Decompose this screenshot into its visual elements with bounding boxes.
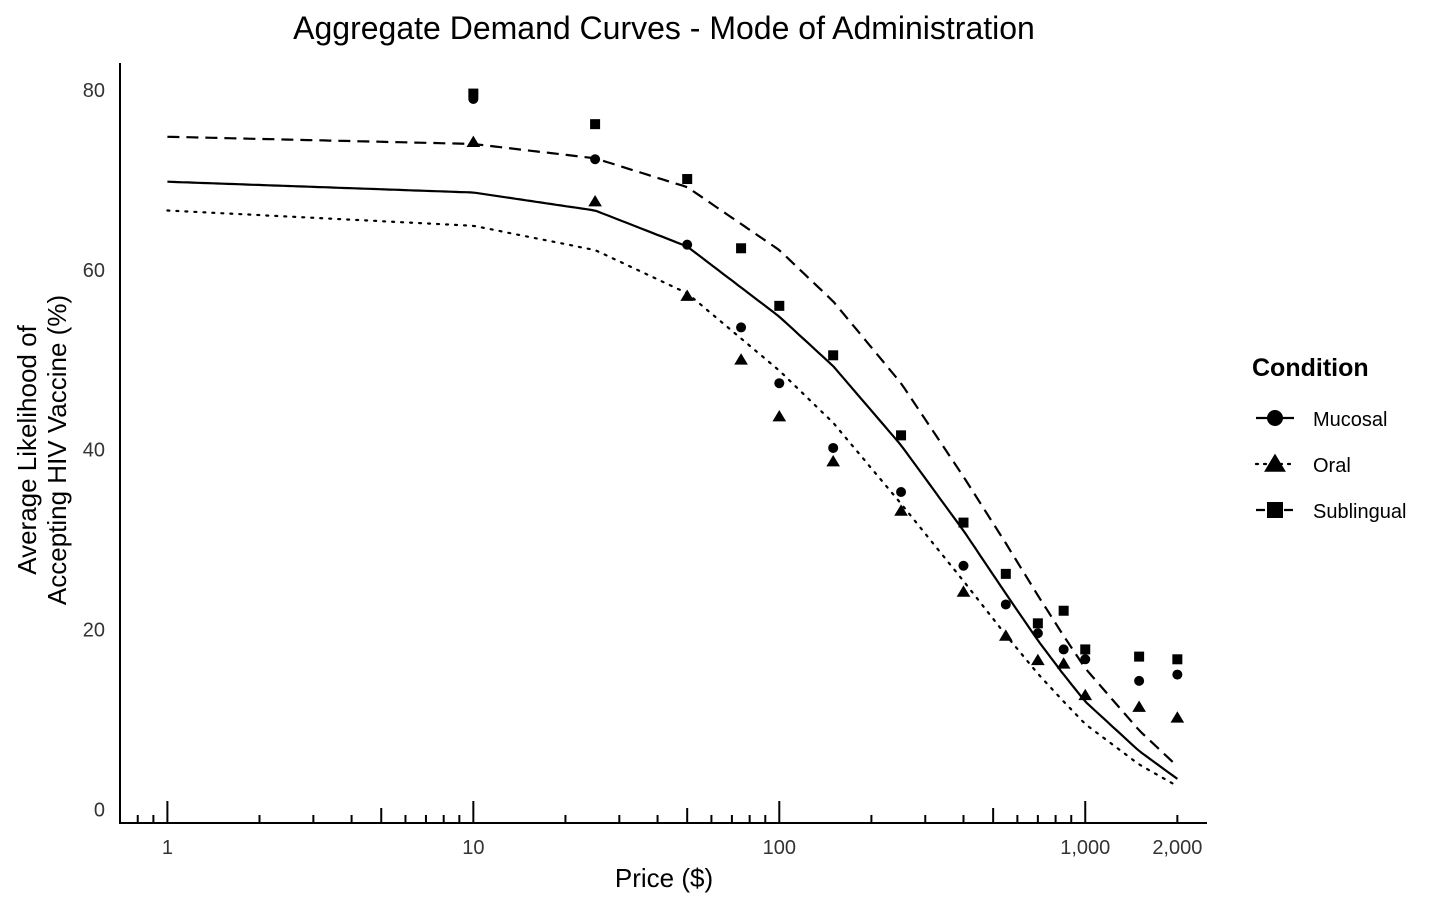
data-point-oral xyxy=(734,353,748,365)
data-point-oral xyxy=(826,454,840,467)
data-point-sublingual xyxy=(958,517,969,528)
x-tick-label: 1 xyxy=(162,837,173,859)
data-points xyxy=(466,88,1185,723)
y-tick-label: 60 xyxy=(83,260,105,282)
y-axis-title-line-1: Average Likelihood of xyxy=(12,324,42,574)
fit-line-mucosal xyxy=(167,180,1179,780)
chart-title: Aggregate Demand Curves - Mode of Admini… xyxy=(293,10,1035,46)
data-point-oral xyxy=(772,409,787,422)
y-tick-label: 20 xyxy=(83,620,105,642)
data-point-mucosal xyxy=(958,560,969,571)
data-point-mucosal xyxy=(1172,669,1183,680)
x-tick-label: 10 xyxy=(462,837,484,859)
data-point-mucosal xyxy=(1080,654,1091,665)
y-tick-label: 0 xyxy=(94,800,105,822)
legend-label-sublingual: Sublingual xyxy=(1313,501,1406,523)
y-tick-label: 80 xyxy=(83,80,105,102)
data-point-oral xyxy=(894,504,908,516)
data-point-sublingual xyxy=(1000,568,1011,579)
data-point-mucosal xyxy=(590,154,601,165)
data-point-sublingual xyxy=(896,430,907,441)
data-point-mucosal xyxy=(896,487,907,498)
data-point-sublingual xyxy=(774,300,785,311)
legend-marker-oral xyxy=(1264,453,1286,472)
legend-marker-mucosal xyxy=(1267,410,1283,426)
data-point-mucosal xyxy=(1058,644,1069,655)
data-point-sublingual xyxy=(590,119,601,130)
data-point-sublingual xyxy=(828,350,839,361)
data-point-sublingual xyxy=(1134,651,1145,662)
data-point-sublingual xyxy=(1058,605,1069,616)
data-point-sublingual xyxy=(736,243,747,254)
y-axis-title-line-2: Accepting HIV Vaccine (%) xyxy=(42,295,72,605)
fit-line-oral xyxy=(166,209,1179,788)
legend: Condition Mucosal Oral Sublingual xyxy=(1252,354,1406,523)
fit-lines xyxy=(166,135,1179,788)
data-point-oral xyxy=(588,195,602,207)
data-point-sublingual xyxy=(682,174,693,185)
x-tick-label: 2,000 xyxy=(1152,837,1202,859)
data-point-oral xyxy=(680,289,695,301)
data-point-mucosal xyxy=(1032,628,1043,639)
data-point-sublingual xyxy=(468,88,479,99)
data-point-sublingual xyxy=(1080,644,1091,655)
data-point-oral xyxy=(466,135,481,148)
fit-line-sublingual xyxy=(167,135,1179,768)
legend-items: Mucosal Oral Sublingual xyxy=(1254,409,1406,523)
data-point-oral xyxy=(1031,653,1045,666)
data-point-mucosal xyxy=(828,442,839,453)
y-tick-label: 40 xyxy=(83,440,105,462)
data-point-oral xyxy=(1056,657,1071,669)
data-point-mucosal xyxy=(774,378,785,389)
data-point-oral xyxy=(998,629,1013,641)
legend-title: Condition xyxy=(1252,354,1369,382)
data-point-oral xyxy=(1170,711,1185,723)
data-point-mucosal xyxy=(736,322,747,333)
legend-label-mucosal: Mucosal xyxy=(1313,409,1387,431)
data-point-oral xyxy=(956,585,971,597)
legend-marker-sublingual xyxy=(1267,502,1283,518)
data-point-oral xyxy=(1078,688,1093,701)
x-tick-label: 100 xyxy=(763,837,796,859)
data-point-sublingual xyxy=(1032,618,1043,629)
data-point-oral xyxy=(1132,700,1146,712)
axes: 0 20 40 60 80 1 10 100 1,000 2,000 xyxy=(83,63,1207,859)
x-axis-title: Price ($) xyxy=(615,863,713,893)
data-point-mucosal xyxy=(1134,675,1145,686)
data-point-sublingual xyxy=(1172,654,1183,665)
data-point-mucosal xyxy=(1000,599,1011,610)
y-axis-title: Average Likelihood of Accepting HIV Vacc… xyxy=(12,295,72,605)
data-point-mucosal xyxy=(682,239,693,250)
x-tick-label: 1,000 xyxy=(1060,837,1110,859)
legend-label-oral: Oral xyxy=(1313,455,1351,477)
